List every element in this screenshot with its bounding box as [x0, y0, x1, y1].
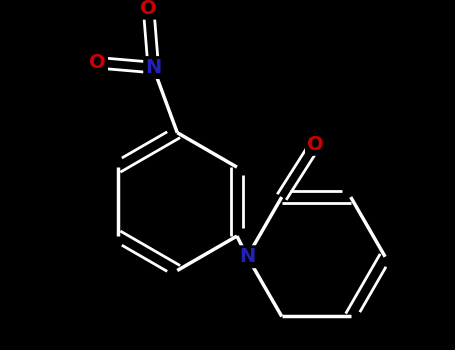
Text: O: O	[140, 0, 157, 18]
Text: N: N	[239, 247, 255, 266]
Text: O: O	[90, 53, 106, 72]
Text: O: O	[307, 135, 324, 154]
Text: N: N	[145, 58, 162, 77]
